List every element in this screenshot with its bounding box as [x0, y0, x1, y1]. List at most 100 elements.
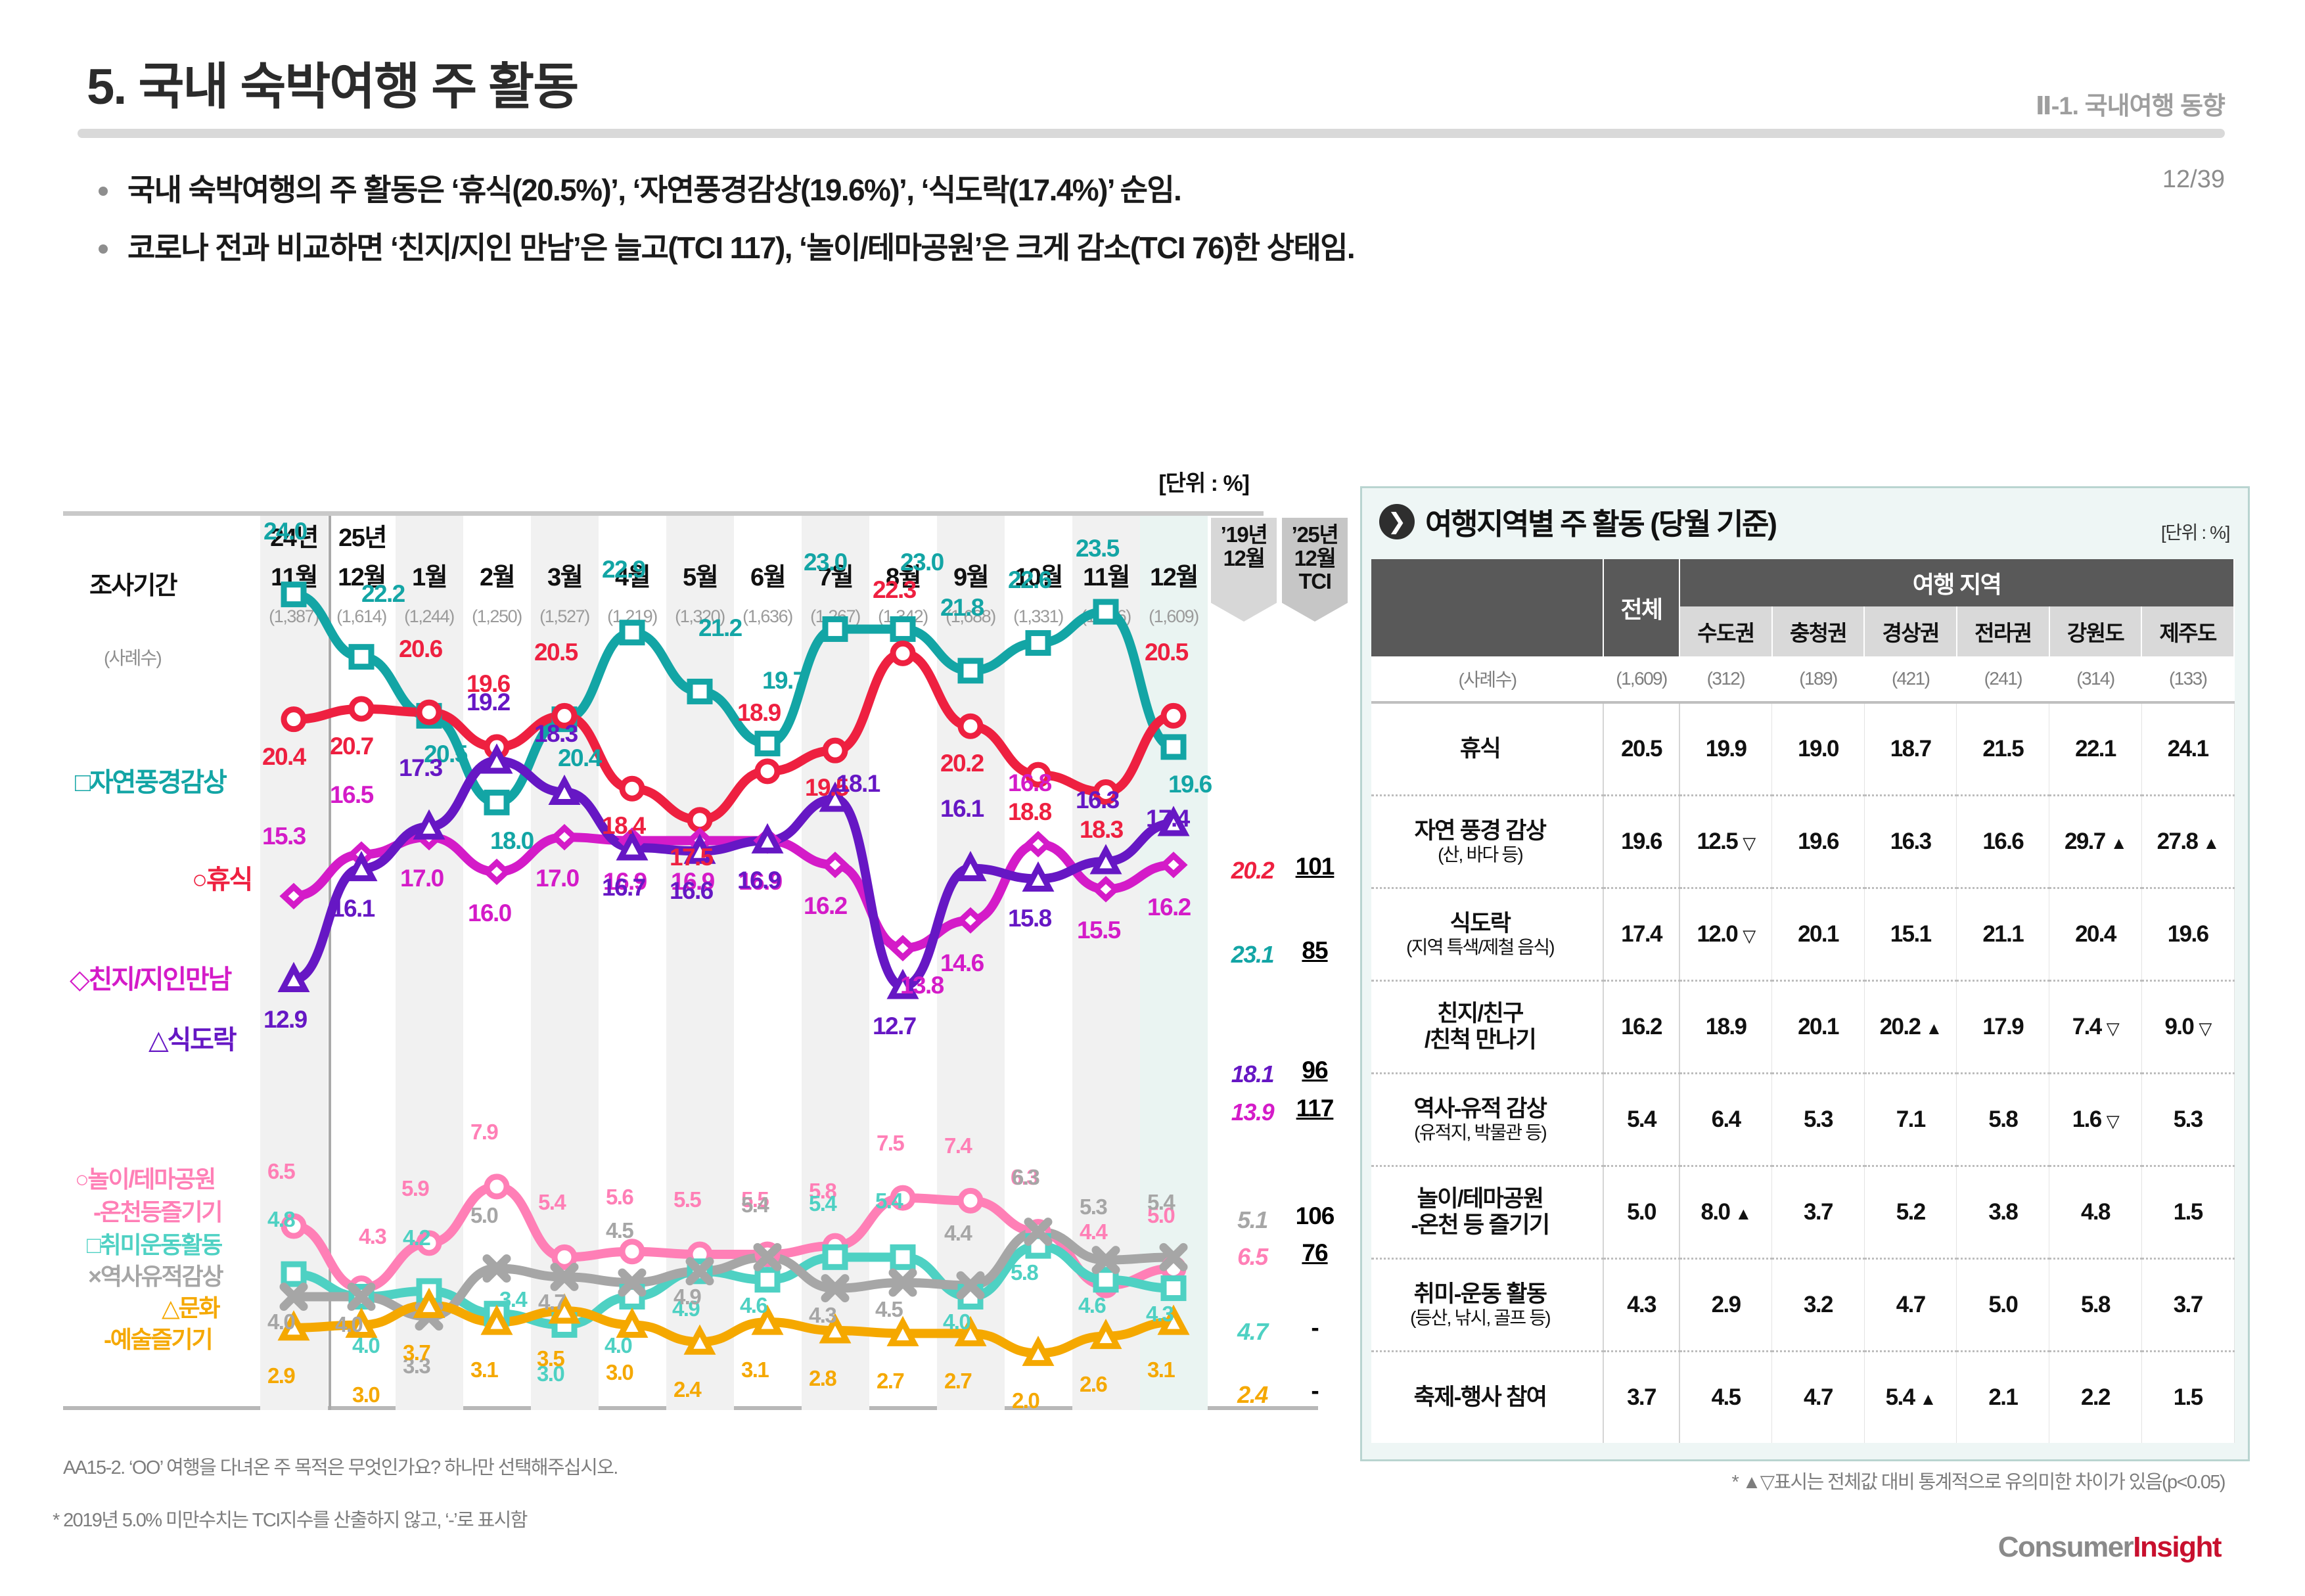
data-point-rest: [281, 706, 307, 733]
significance-mark: ▲: [1925, 1018, 1943, 1038]
data-point-culture: [480, 1304, 513, 1335]
title-divider: [78, 129, 2225, 138]
data-point-nature: [754, 731, 781, 757]
data-label: 16.9: [739, 868, 783, 896]
region-value: 2.9: [1679, 1258, 1773, 1352]
month-case-count: (1,636): [742, 606, 793, 626]
table-row: 식도락 (지역 특색/제철 음식) 17.4 12.0 ▽ 20.1 15.1 21.1 20…: [1371, 888, 2235, 982]
region-value: 21.1: [1956, 888, 2050, 982]
data-label: 5.5: [673, 1187, 702, 1212]
data-label: 20.4: [558, 744, 602, 771]
region-value: 2.1: [1956, 1351, 2050, 1443]
month-header: 2월: [479, 564, 516, 591]
flag25-line1: ’25년: [1291, 522, 1339, 547]
data-point-food: [413, 809, 445, 840]
month-case-count: (1,250): [472, 606, 522, 626]
region-value: 20.4: [2049, 888, 2142, 982]
total-value: 19.6: [1603, 795, 1680, 889]
region-header: 수도권: [1679, 606, 1773, 656]
data-label: 4.5: [875, 1296, 903, 1321]
region-value: 5.0: [1956, 1258, 2050, 1352]
case-count-row: (사례수) (1,609) (312) (189) (421) (241) (314)(…: [1371, 656, 2234, 704]
region-value: 18.7: [1864, 702, 1957, 796]
data-point-park: [890, 1185, 916, 1211]
data-label: 20.5: [1145, 639, 1189, 666]
survey-period-label: 조사기간: [89, 572, 177, 600]
chevron-right-icon: ❯: [1379, 503, 1415, 539]
data-label: 17.0: [400, 865, 444, 892]
month-header: 3월: [547, 564, 583, 591]
data-label: 4.4: [944, 1221, 972, 1246]
trend-chart-panel: [단위 : %] 조사기간 (사례수) 24년 25년 11월 12월 1월 2월 3월…: [63, 471, 1348, 1457]
data-label: 3.1: [741, 1357, 769, 1382]
data-label: 4.4: [1080, 1220, 1108, 1244]
month-case-count: (1,387): [269, 606, 319, 626]
data-label: 16.9: [671, 868, 715, 896]
month-header: 9월: [953, 564, 990, 591]
region-table-header: ❯ 여행지역별 주 활동 (당월 기준): [1379, 500, 1777, 543]
data-label: 2.7: [944, 1369, 972, 1394]
region-case-count: (312): [1679, 656, 1772, 704]
data-label: 5.0: [470, 1202, 499, 1227]
data-point-culture: [819, 1313, 852, 1344]
data-label: 2.4: [673, 1377, 702, 1402]
data-point-nature: [484, 789, 510, 815]
total-value: 20.5: [1603, 702, 1680, 796]
region-value: 29.7 ▲: [2049, 795, 2142, 889]
activity-subtext: (산, 바다 등): [1438, 844, 1524, 865]
data-point-hobby: [754, 1267, 781, 1293]
region-value: 20.1: [1771, 980, 1865, 1074]
data-label: 3.3: [403, 1353, 431, 1378]
region-header: 경상권: [1864, 606, 1957, 656]
data-point-history: [1024, 1218, 1053, 1246]
data-point-park: [551, 1244, 578, 1270]
bullet-dot-icon: [99, 244, 108, 254]
data-label: 18.4: [602, 812, 646, 840]
flag19-line2: 12월: [1223, 545, 1266, 570]
legend-entry: ×역사유적감상: [88, 1263, 224, 1290]
region-value: 6.4: [1679, 1073, 1773, 1167]
legend-entry: ○휴식: [192, 865, 253, 894]
data-point-nature: [1025, 630, 1051, 656]
data-label: 22.2: [361, 580, 405, 607]
data-label: 5.9: [401, 1175, 430, 1200]
data-label: 18.3: [1080, 815, 1124, 843]
chart-lines-svg: [277, 581, 1190, 1366]
data-label: 20.5: [424, 741, 468, 768]
tci-value: 76: [1302, 1239, 1328, 1266]
region-case-count: (314): [2049, 656, 2142, 704]
logo-part1: Consumer: [1997, 1531, 2134, 1563]
data-label: 3.1: [1147, 1357, 1175, 1382]
data-label: 21.2: [698, 614, 742, 642]
data-label: 2.8: [809, 1366, 837, 1391]
data-label: 6.5: [267, 1159, 296, 1184]
data-label: 3.0: [352, 1382, 380, 1407]
data-point-history: [347, 1282, 376, 1311]
region-value: 19.6: [1771, 795, 1865, 889]
data-label: 15.3: [262, 822, 306, 850]
region-value: 15.1: [1864, 888, 1957, 982]
data-point-food: [277, 961, 310, 992]
data-label: 6.3: [1011, 1164, 1039, 1189]
region-value: 19.9: [1679, 702, 1773, 796]
data-label: 2.7: [877, 1369, 905, 1394]
region-value: 7.1: [1864, 1073, 1957, 1167]
data-point-food: [548, 774, 581, 805]
data-point-history: [1091, 1246, 1120, 1275]
region-value: 5.3: [2141, 1073, 2235, 1167]
data-point-culture: [751, 1304, 784, 1335]
data-label: 5.8: [1011, 1260, 1039, 1285]
data-point-hobby: [281, 1261, 307, 1287]
month-case-count: (1,320): [675, 606, 725, 626]
data-point-culture: [616, 1307, 649, 1338]
activity-name: 식도락 (지역 특색/제철 음식): [1371, 888, 1604, 982]
data-point-culture: [413, 1287, 445, 1318]
data-point-meet: [482, 858, 511, 886]
data-label: 6.3: [1012, 1164, 1040, 1189]
month-case-count: (1,527): [539, 606, 590, 626]
table-row: 휴식 20.5 19.9 19.0 18.7 21.5 22.1 24.1: [1371, 702, 2235, 796]
data-label: 3.7: [403, 1340, 431, 1365]
data-point-history: [550, 1262, 579, 1291]
region-header: 전라권: [1956, 606, 2050, 656]
total-value: 3.7: [1603, 1351, 1680, 1443]
